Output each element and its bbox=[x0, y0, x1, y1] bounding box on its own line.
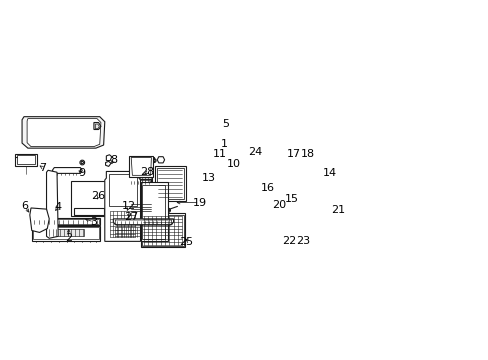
Bar bbox=[113, 226, 142, 238]
Text: 25: 25 bbox=[179, 237, 193, 247]
Text: 6: 6 bbox=[21, 201, 28, 211]
Bar bbox=[108, 210, 136, 238]
Text: 12: 12 bbox=[122, 201, 136, 211]
Circle shape bbox=[87, 193, 88, 194]
Polygon shape bbox=[46, 170, 58, 238]
Text: 23: 23 bbox=[296, 237, 310, 246]
Polygon shape bbox=[30, 208, 49, 233]
Circle shape bbox=[91, 193, 92, 194]
Text: 18: 18 bbox=[301, 149, 315, 159]
Bar bbox=[134, 190, 159, 206]
Circle shape bbox=[166, 208, 170, 212]
Polygon shape bbox=[27, 119, 101, 147]
Text: 2: 2 bbox=[65, 233, 72, 243]
Circle shape bbox=[80, 197, 81, 198]
Bar bbox=[132, 189, 161, 207]
Polygon shape bbox=[22, 117, 104, 148]
Bar bbox=[93, 209, 97, 214]
Circle shape bbox=[80, 201, 81, 202]
Bar bbox=[129, 203, 153, 213]
Text: 17: 17 bbox=[286, 149, 301, 159]
Circle shape bbox=[83, 201, 84, 202]
Circle shape bbox=[83, 189, 84, 190]
Bar bbox=[157, 168, 183, 199]
Bar bbox=[155, 166, 185, 201]
Text: 14: 14 bbox=[323, 168, 336, 178]
Circle shape bbox=[152, 159, 156, 162]
Bar bbox=[86, 209, 90, 214]
Circle shape bbox=[87, 197, 88, 198]
Text: 19: 19 bbox=[192, 198, 206, 207]
Text: 13: 13 bbox=[201, 173, 215, 183]
Text: 3: 3 bbox=[90, 217, 97, 227]
Text: 22: 22 bbox=[281, 237, 295, 246]
Circle shape bbox=[91, 189, 92, 190]
Text: 28: 28 bbox=[140, 167, 154, 177]
Bar bbox=[74, 209, 77, 214]
Bar bbox=[100, 209, 103, 214]
Text: 5: 5 bbox=[222, 119, 229, 129]
Polygon shape bbox=[105, 161, 111, 166]
Circle shape bbox=[113, 172, 117, 176]
Bar bbox=[130, 204, 151, 212]
Text: 16: 16 bbox=[261, 183, 274, 193]
Text: 11: 11 bbox=[213, 149, 227, 159]
Circle shape bbox=[17, 158, 20, 161]
Text: 7: 7 bbox=[39, 163, 46, 172]
Bar bbox=[142, 215, 183, 246]
Circle shape bbox=[83, 197, 84, 198]
Bar bbox=[140, 213, 185, 247]
Circle shape bbox=[159, 158, 163, 161]
Bar bbox=[32, 226, 100, 240]
Circle shape bbox=[83, 193, 84, 194]
Polygon shape bbox=[140, 182, 167, 241]
Text: 4: 4 bbox=[55, 202, 61, 212]
Circle shape bbox=[25, 126, 32, 132]
Circle shape bbox=[82, 192, 90, 199]
Bar bbox=[32, 218, 100, 225]
Polygon shape bbox=[113, 219, 173, 225]
Circle shape bbox=[87, 201, 88, 202]
Polygon shape bbox=[94, 122, 101, 130]
Text: 26: 26 bbox=[91, 191, 105, 201]
Circle shape bbox=[73, 183, 99, 208]
Text: 20: 20 bbox=[272, 200, 286, 210]
Text: 10: 10 bbox=[226, 159, 240, 170]
Text: 24: 24 bbox=[247, 147, 262, 157]
Bar bbox=[33, 227, 99, 239]
Circle shape bbox=[78, 187, 95, 204]
Polygon shape bbox=[71, 181, 104, 216]
Bar bbox=[47, 229, 84, 236]
Polygon shape bbox=[16, 154, 37, 166]
Bar bbox=[80, 209, 83, 214]
Circle shape bbox=[81, 161, 83, 164]
Text: 1: 1 bbox=[220, 139, 227, 149]
Text: 9: 9 bbox=[78, 168, 85, 178]
Circle shape bbox=[80, 160, 84, 165]
Text: 27: 27 bbox=[123, 212, 138, 222]
Polygon shape bbox=[157, 157, 164, 163]
Circle shape bbox=[91, 197, 92, 198]
Polygon shape bbox=[129, 156, 153, 177]
Circle shape bbox=[80, 193, 81, 194]
Bar bbox=[130, 180, 150, 185]
Polygon shape bbox=[104, 171, 140, 241]
Text: 21: 21 bbox=[330, 205, 344, 215]
Bar bbox=[130, 166, 152, 186]
Bar bbox=[129, 179, 151, 186]
Circle shape bbox=[87, 189, 88, 190]
Circle shape bbox=[91, 201, 92, 202]
Text: 8: 8 bbox=[109, 155, 117, 165]
Text: 15: 15 bbox=[285, 194, 298, 204]
Circle shape bbox=[80, 189, 81, 190]
Polygon shape bbox=[106, 155, 112, 161]
Bar bbox=[33, 219, 99, 224]
